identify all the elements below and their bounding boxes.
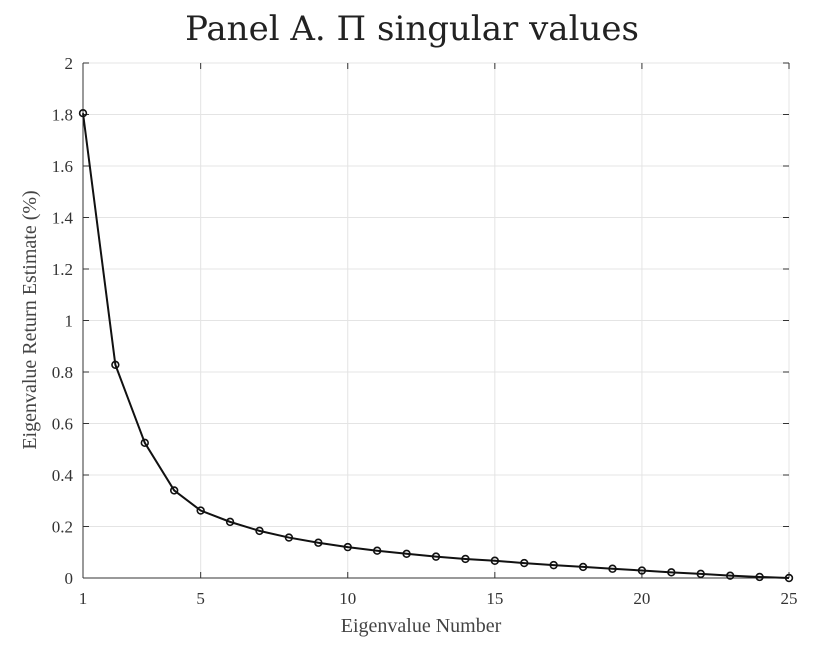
x-tick-label: 10 [339,589,356,608]
y-tick-label: 0.8 [52,363,73,382]
data-point [255,526,264,536]
data-point [784,573,794,583]
y-tick-label: 0.4 [52,466,74,485]
x-tick-label: 1 [79,589,88,608]
x-axis-label: Eigenvalue Number [341,615,502,637]
data-point [549,560,558,570]
data-point [111,360,120,369]
data-point [169,486,179,495]
y-tick-label: 1.2 [52,260,73,279]
ticks-group: 00.20.40.60.811.21.41.61.821 5 10 15 20 25 [52,54,798,608]
data-point [225,517,235,527]
y-tick-label: 0.2 [52,518,73,537]
series-group [78,109,794,583]
data-point [372,546,382,555]
data-point [140,438,149,448]
data-point [696,569,705,579]
chart-title: Panel A. Π singular values [185,9,639,49]
x-tick-label: 5 [196,589,205,608]
y-axis-label: Eigenvalue Return Estimate (%) [19,190,41,449]
data-point [520,558,529,568]
data-point [402,549,411,558]
x-tick-label: 25 [781,589,798,608]
data-point [490,556,500,565]
data-point [608,564,617,573]
data-point [431,552,441,561]
series-line [82,113,790,579]
data-point [343,542,352,552]
y-tick-label: 1.6 [52,157,73,176]
y-tick-label: 2 [65,54,74,73]
data-point [755,572,764,582]
y-tick-label: 1.4 [52,209,74,228]
data-point [637,566,647,575]
data-point [78,109,88,118]
data-point [578,562,588,572]
data-point [725,571,735,580]
y-tick-label: 1.8 [52,106,73,125]
y-tick-label: 1 [65,312,74,331]
x-tick-label: 20 [633,589,650,608]
x-tick-label: 15 [486,589,503,608]
data-point [461,554,470,564]
y-tick-label: 0 [65,569,74,588]
data-point [667,568,676,577]
data-point [284,533,294,542]
y-tick-label: 0.6 [52,415,73,434]
data-point [196,506,205,515]
data-point [314,538,323,547]
